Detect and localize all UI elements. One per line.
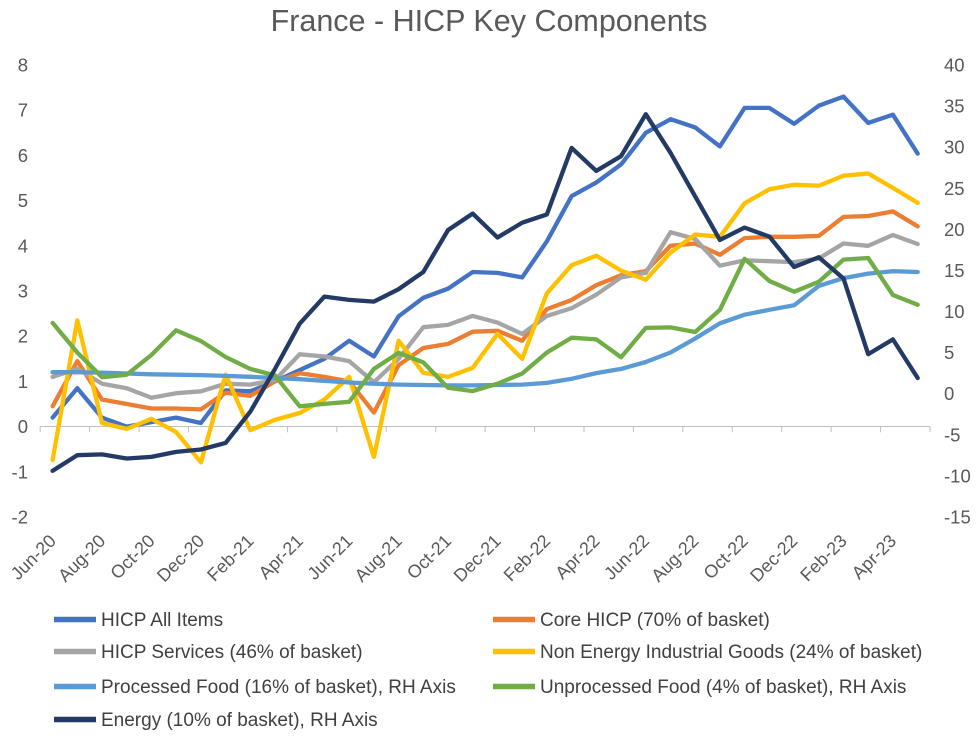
svg-text:5: 5 [944, 342, 954, 363]
svg-text:35: 35 [944, 96, 965, 117]
svg-text:-15: -15 [944, 507, 971, 528]
svg-text:1: 1 [18, 371, 28, 392]
svg-text:Energy (10% of basket), RH Axi: Energy (10% of basket), RH Axis [101, 710, 378, 731]
svg-text:6: 6 [18, 145, 28, 166]
svg-text:5: 5 [18, 190, 28, 211]
svg-text:3: 3 [18, 281, 28, 302]
svg-text:-10: -10 [944, 465, 971, 486]
svg-text:Core HICP (70% of basket): Core HICP (70% of basket) [540, 610, 770, 631]
svg-text:20: 20 [944, 219, 965, 240]
svg-text:10: 10 [944, 301, 965, 322]
svg-text:15: 15 [944, 260, 965, 281]
svg-text:Non Energy Industrial Goods (2: Non Energy Industrial Goods (24% of bask… [540, 642, 922, 663]
svg-text:30: 30 [944, 137, 965, 158]
svg-text:-5: -5 [944, 424, 960, 445]
svg-text:2: 2 [18, 326, 28, 347]
svg-text:40: 40 [944, 55, 965, 76]
svg-text:0: 0 [18, 416, 28, 437]
svg-text:-2: -2 [12, 507, 28, 528]
svg-text:HICP Services (46% of basket): HICP Services (46% of basket) [101, 642, 363, 663]
svg-text:0: 0 [944, 383, 954, 404]
svg-text:4: 4 [18, 235, 28, 256]
svg-text:-1: -1 [12, 461, 28, 482]
svg-text:France - HICP Key Components: France - HICP Key Components [271, 4, 708, 38]
svg-text:HICP All Items: HICP All Items [101, 610, 223, 631]
svg-text:Unprocessed Food (4% of basket: Unprocessed Food (4% of basket), RH Axis [540, 677, 906, 698]
svg-text:7: 7 [18, 100, 28, 121]
svg-text:25: 25 [944, 178, 965, 199]
svg-text:8: 8 [18, 55, 28, 76]
svg-text:Processed Food (16% of basket): Processed Food (16% of basket), RH Axis [101, 677, 456, 698]
